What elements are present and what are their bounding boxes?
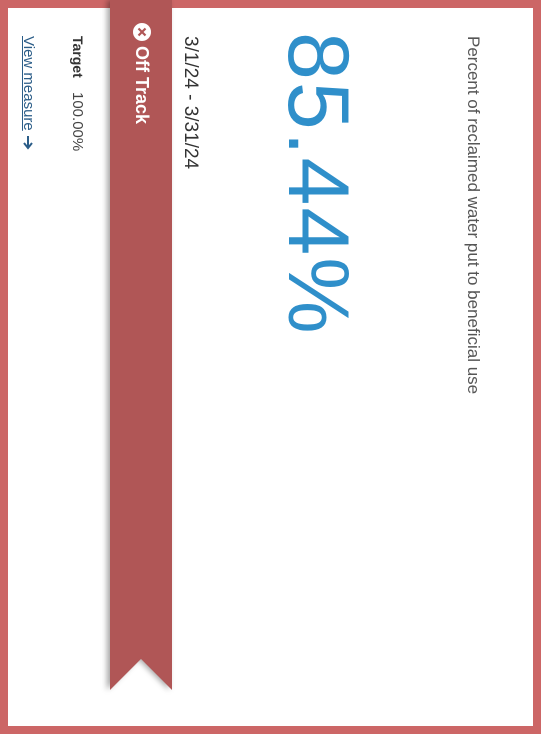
measure-value: 85.44% [270, 32, 366, 336]
status-label: Off Track [132, 46, 152, 125]
link-arrow[interactable] [22, 135, 34, 151]
view-measure-link[interactable]: View measure [20, 36, 37, 131]
target-value: 100.00% [69, 92, 86, 152]
target-label: Target [70, 36, 86, 78]
status-ribbon: Off Track [110, 0, 172, 690]
measure-title: Percent of reclaimed water put to benefi… [464, 36, 483, 395]
date-range: 3/1/24 - 3/31/24 [180, 36, 201, 170]
ribbon-shape: Off Track [110, 0, 172, 690]
status-icon [132, 22, 152, 42]
